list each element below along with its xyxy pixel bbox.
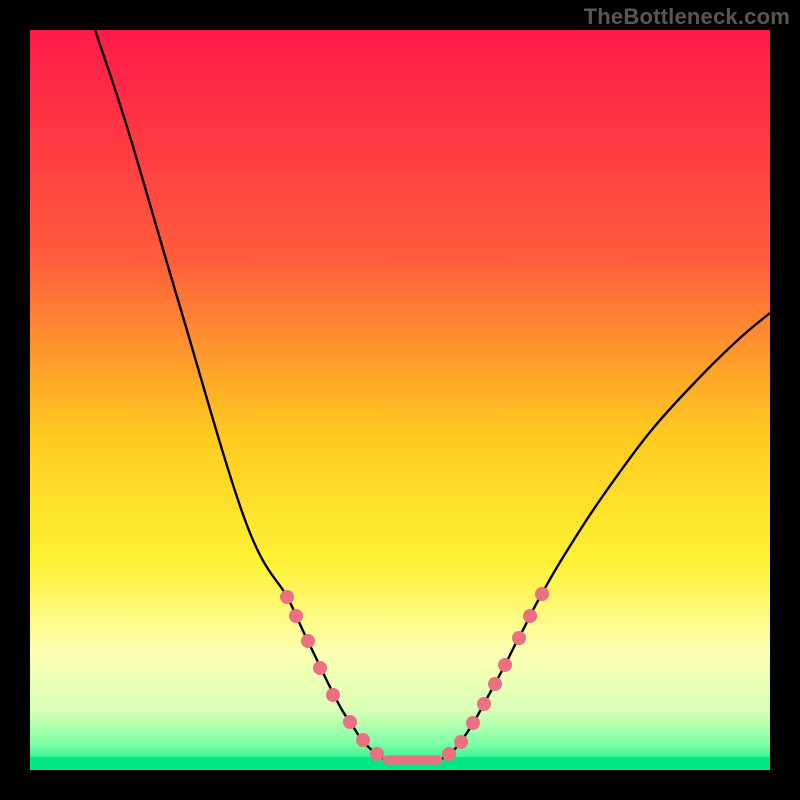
marker-dot [356,733,370,747]
marker-dot [523,609,537,623]
bottleneck-chart [0,0,800,800]
marker-dot [301,634,315,648]
marker-dot [370,747,384,761]
marker-dot [326,688,340,702]
marker-dot [477,697,491,711]
marker-dot [512,631,526,645]
marker-dot [280,590,294,604]
marker-dot [289,609,303,623]
marker-dot [535,587,549,601]
marker-dot [498,658,512,672]
plot-background [30,30,770,770]
marker-dot [454,735,468,749]
marker-dot [343,715,357,729]
marker-dot [313,661,327,675]
marker-dot [466,716,480,730]
watermark-text: TheBottleneck.com [584,4,790,30]
marker-dot [442,747,456,761]
marker-dot [488,677,502,691]
